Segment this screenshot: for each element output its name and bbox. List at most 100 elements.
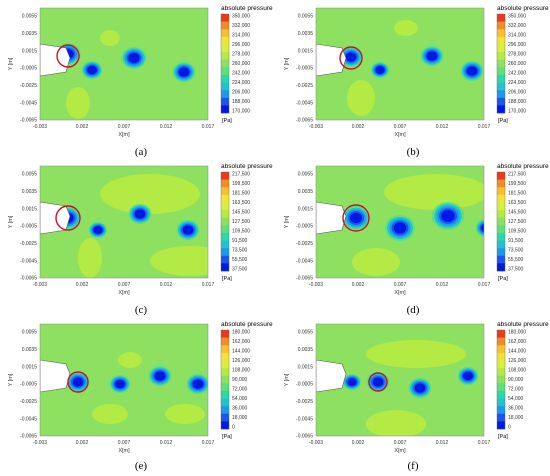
colorbar-label: 36,000 xyxy=(232,406,248,412)
y-tick-label: -0.0045 xyxy=(20,416,37,422)
colorbar-swatch xyxy=(497,105,505,114)
colorbar-label: 36,000 xyxy=(508,406,524,412)
colorbar-swatch xyxy=(221,217,229,226)
colorbar-swatch xyxy=(221,179,229,188)
highlight-circle xyxy=(55,205,81,231)
y-tick-label: -0.0005 xyxy=(296,224,313,230)
colorbar-swatch xyxy=(497,187,505,196)
vortex-core xyxy=(370,62,390,78)
y-tick-label: 0.0055 xyxy=(22,14,38,20)
colorbar-unit: [Pa] xyxy=(498,434,508,440)
colorbar-label: 199,500 xyxy=(232,181,250,187)
colorbar-label: 37,500 xyxy=(508,267,524,273)
colorbar-swatch xyxy=(221,194,229,203)
y-tick-label: 0.0015 xyxy=(298,364,314,370)
colorbar-swatch xyxy=(497,29,505,38)
panel-b: 0.0055 0.0035 0.0015 -0.0005 -0.0025 -0.0045 -… xyxy=(276,0,549,153)
y-tick-label: 0.0015 xyxy=(22,364,38,370)
colorbar-label: 18,000 xyxy=(232,415,248,421)
colorbar-label: 18,000 xyxy=(508,415,524,421)
y-tick-label: -0.0005 xyxy=(20,224,37,230)
colorbar-swatch xyxy=(221,172,229,180)
vortex-core xyxy=(148,366,172,386)
pressure-lobe xyxy=(78,238,102,278)
colorbar-label: 145,500 xyxy=(232,210,250,216)
x-tick-label: 0.002 xyxy=(352,282,365,288)
colorbar-title: absolute pressure xyxy=(221,163,273,170)
colorbar-label: 180,000 xyxy=(232,330,250,336)
colorbar-label: 91,500 xyxy=(232,238,248,244)
vortex-core xyxy=(81,61,103,79)
y-tick-label: 0.0015 xyxy=(22,48,38,54)
colorbar-swatch xyxy=(221,345,229,354)
obstacle-body xyxy=(316,359,347,393)
y-tick-label: -0.0045 xyxy=(296,100,313,106)
colorbar-swatch xyxy=(221,330,229,338)
colorbar-swatch xyxy=(497,179,505,188)
colorbar-label: 72,000 xyxy=(508,387,524,393)
vortex-core xyxy=(431,202,465,230)
y-tick-label: -0.0065 xyxy=(20,276,37,282)
pressure-lobe xyxy=(118,352,142,368)
y-axis-label: Y [m] xyxy=(284,57,290,70)
vortex-core xyxy=(342,206,370,230)
y-tick-label: 0.0015 xyxy=(22,206,38,212)
colorbar-label: 199,500 xyxy=(508,181,526,187)
y-tick-label: 0.0055 xyxy=(22,172,38,178)
contour-plot: 0.0055 0.0035 0.0015 -0.0005 -0.0025 -0.0045 -… xyxy=(8,163,273,296)
y-tick-label: 0.0035 xyxy=(22,189,38,195)
colorbar-swatch xyxy=(497,383,505,392)
vortex-core xyxy=(66,372,90,392)
colorbar-swatch xyxy=(497,337,505,346)
y-tick-label: 0.0035 xyxy=(298,347,314,353)
x-tick-label: 0.017 xyxy=(202,124,215,130)
y-tick-label: -0.0065 xyxy=(20,118,37,124)
y-axis-label: Y [m] xyxy=(8,373,14,386)
pressure-lobe xyxy=(92,404,128,424)
colorbar-swatch xyxy=(497,360,505,369)
y-tick-label: -0.0045 xyxy=(20,100,37,106)
x-tick-label: -0.003 xyxy=(309,282,323,288)
colorbar-label: 170,000 xyxy=(232,109,250,115)
y-tick-label: 0.0055 xyxy=(298,14,314,20)
highlight-circle xyxy=(67,371,89,393)
y-axis-label: Y [m] xyxy=(8,215,14,228)
pressure-lobe xyxy=(100,174,200,214)
caption-d: (d) xyxy=(406,304,420,316)
colorbar-swatch xyxy=(497,255,505,264)
colorbar-label: 90,000 xyxy=(508,377,524,383)
colorbar-label: 72,000 xyxy=(232,387,248,393)
colorbar-label: 181,500 xyxy=(232,191,250,197)
y-tick-label: -0.0025 xyxy=(296,83,313,89)
colorbar-swatch xyxy=(221,255,229,264)
y-tick-label: -0.0045 xyxy=(20,258,37,264)
y-axis-label: Y [m] xyxy=(284,373,290,386)
y-axis-label: Y [m] xyxy=(284,215,290,228)
colorbar-label: 109,500 xyxy=(232,229,250,235)
x-tick-label: 0.017 xyxy=(478,124,491,130)
y-tick-label: 0.0035 xyxy=(298,31,314,37)
colorbar-swatch xyxy=(497,263,505,272)
x-tick-label: 0.012 xyxy=(160,282,173,288)
vortex-core xyxy=(172,62,196,82)
pressure-lobe xyxy=(352,248,400,276)
colorbar-label: 54,000 xyxy=(232,396,248,402)
y-tick-label: 0.0055 xyxy=(298,172,314,178)
y-tick-label: 0.0035 xyxy=(22,31,38,37)
colorbar-swatch xyxy=(221,383,229,392)
colorbar-swatch xyxy=(497,97,505,106)
x-tick-label: 0.017 xyxy=(478,282,491,288)
colorbar-swatch xyxy=(221,263,229,272)
colorbar-swatch xyxy=(497,36,505,45)
y-tick-label: -0.0045 xyxy=(296,416,313,422)
colorbar-swatch xyxy=(497,330,505,338)
pressure-lobe xyxy=(384,174,484,210)
highlight-circle xyxy=(342,204,370,232)
contour-plot: 0.0055 0.0035 0.0015 -0.0005 -0.0025 -0.0045 -… xyxy=(284,321,549,454)
colorbar-label: 108,000 xyxy=(508,368,526,374)
colorbar-swatch xyxy=(221,187,229,196)
y-tick-label: 0.0055 xyxy=(22,330,38,336)
caption-a: (a) xyxy=(134,146,148,158)
colorbar-unit: [Pa] xyxy=(498,118,508,124)
pressure-lobe xyxy=(150,246,208,276)
